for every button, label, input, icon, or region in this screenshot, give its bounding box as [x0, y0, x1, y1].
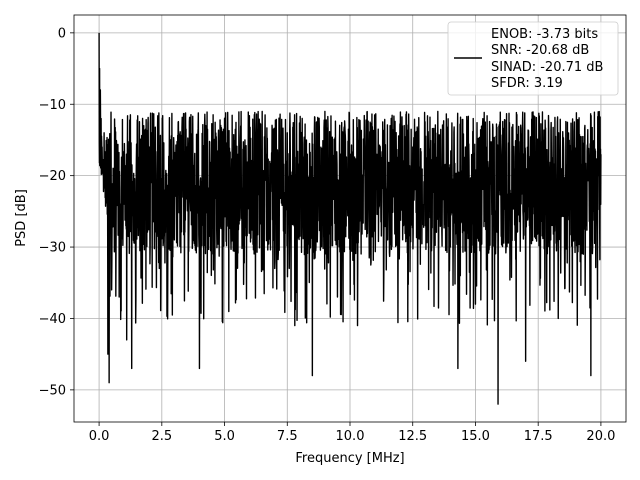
- x-tick-label: 15.0: [461, 429, 490, 444]
- y-tick-label: −30: [39, 241, 66, 256]
- legend-line-sinad: SINAD: -20.71 dB: [491, 60, 603, 75]
- y-axis-label: PSD [dB]: [14, 189, 29, 247]
- y-tick-label: −40: [39, 312, 66, 327]
- y-tick-label: −50: [39, 383, 66, 398]
- legend: ENOB: -3.73 bits SNR: -20.68 dB SINAD: -…: [447, 21, 619, 96]
- x-tick-label: 2.5: [151, 429, 172, 444]
- legend-line-sfdr: SFDR: 3.19: [491, 76, 563, 91]
- x-tick-label: 7.5: [277, 429, 298, 444]
- legend-line-enob: ENOB: -3.73 bits: [491, 27, 598, 42]
- x-tick-label: 5.0: [214, 429, 235, 444]
- y-tick-label: −20: [39, 169, 66, 184]
- psd-series-line: [98, 32, 602, 405]
- x-tick-label: 10.0: [336, 429, 365, 444]
- y-tick-label: −10: [39, 98, 66, 113]
- legend-line-snr: SNR: -20.68 dB: [491, 43, 589, 58]
- data-layer: [98, 32, 602, 405]
- x-tick-label: 12.5: [398, 429, 427, 444]
- y-tick-label: 0: [58, 26, 66, 41]
- x-tick-label: 20.0: [586, 429, 615, 444]
- x-tick-label: 17.5: [524, 429, 553, 444]
- legend-box: [447, 21, 619, 96]
- ticks: 0.0 2.5 5.0 7.5 10.0 12.5 15.0 17.5 20.0 0 −10 −20 −…: [39, 26, 616, 444]
- x-tick-label: 0.0: [89, 429, 110, 444]
- x-axis-label: Frequency [MHz]: [295, 451, 404, 466]
